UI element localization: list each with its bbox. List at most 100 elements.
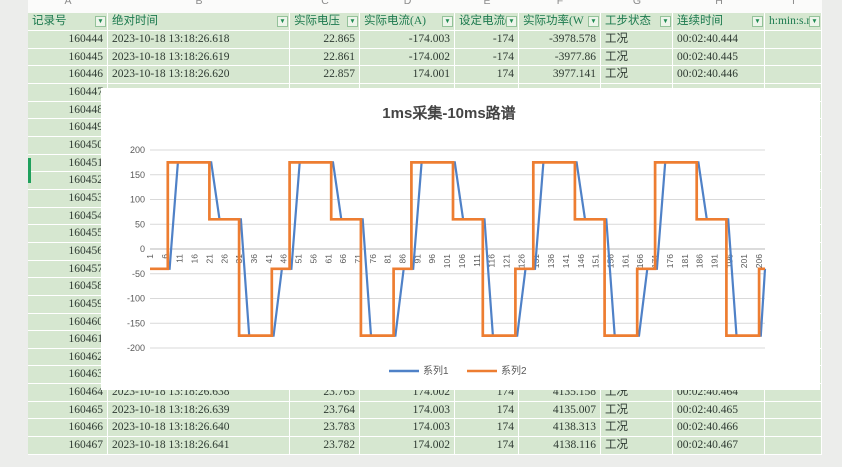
- embedded-chart[interactable]: 200 150 100 50 0 -50 -100 -150 -200 1 6 11 16 21 26 31 3…: [101, 88, 820, 390]
- column-letter-H[interactable]: H: [715, 0, 723, 7]
- cell-I[interactable]: [765, 437, 822, 454]
- cell-I[interactable]: [765, 295, 822, 313]
- cell-I[interactable]: [765, 101, 822, 119]
- column-letter-A[interactable]: A: [64, 0, 72, 7]
- cell-A[interactable]: 160447: [28, 83, 108, 101]
- cell-H[interactable]: 00:02:40.467: [673, 437, 765, 454]
- cell-B[interactable]: 2023-10-18 13:18:26.639: [108, 401, 290, 419]
- cell-I[interactable]: [765, 348, 822, 366]
- cell-F[interactable]: 4138.313: [519, 419, 601, 437]
- cell-D[interactable]: -174.003: [360, 31, 455, 48]
- column-letter-G[interactable]: G: [632, 0, 642, 7]
- filter-dropdown-icon[interactable]: ▼: [588, 16, 599, 27]
- cell-H[interactable]: 00:02:40.465: [673, 401, 765, 419]
- cell-A[interactable]: 160444: [28, 31, 108, 48]
- cell-B[interactable]: 2023-10-18 13:18:26.620: [108, 66, 290, 83]
- cell-C[interactable]: 23.764: [290, 401, 360, 419]
- cell-C[interactable]: 23.782: [290, 437, 360, 454]
- cell-D[interactable]: 174.002: [360, 437, 455, 454]
- cell-I[interactable]: [765, 154, 822, 172]
- cell-A[interactable]: 160451: [28, 154, 108, 172]
- column-header-B[interactable]: 绝对时间 ▼: [108, 13, 290, 30]
- filter-dropdown-icon[interactable]: ▼: [752, 16, 763, 27]
- cell-H[interactable]: 00:02:40.444: [673, 31, 765, 48]
- cell-E[interactable]: 174: [455, 401, 519, 419]
- cell-D[interactable]: 174.003: [360, 401, 455, 419]
- cell-A[interactable]: 160449: [28, 119, 108, 136]
- cell-A[interactable]: 160445: [28, 48, 108, 66]
- column-letter-E[interactable]: E: [483, 0, 491, 7]
- cell-A[interactable]: 160459: [28, 295, 108, 313]
- column-header-A[interactable]: 记录号 ▼: [28, 13, 108, 30]
- filter-dropdown-icon[interactable]: ▼: [442, 16, 453, 27]
- cell-A[interactable]: 160446: [28, 66, 108, 83]
- cell-E[interactable]: 174: [455, 437, 519, 454]
- column-letter-I[interactable]: I: [792, 0, 795, 7]
- cell-A[interactable]: 160463: [28, 366, 108, 384]
- filter-dropdown-icon[interactable]: ▼: [809, 16, 820, 27]
- cell-G[interactable]: 工况: [601, 437, 673, 454]
- cell-E[interactable]: -174: [455, 31, 519, 48]
- column-header-F[interactable]: 实际功率(W ▼: [519, 13, 601, 30]
- cell-A[interactable]: 160455: [28, 225, 108, 242]
- cell-G[interactable]: 工况: [601, 419, 673, 437]
- cell-A[interactable]: 160460: [28, 313, 108, 331]
- cell-F[interactable]: -3977.86: [519, 48, 601, 66]
- cell-H[interactable]: 00:02:40.466: [673, 419, 765, 437]
- column-letter-C[interactable]: C: [321, 0, 329, 7]
- column-letter-B[interactable]: B: [195, 0, 203, 7]
- cell-I[interactable]: [765, 419, 822, 437]
- cell-D[interactable]: -174.002: [360, 48, 455, 66]
- legend-item-2[interactable]: 系列2: [467, 364, 527, 377]
- cell-I[interactable]: [765, 225, 822, 242]
- cell-I[interactable]: [765, 172, 822, 189]
- cell-I[interactable]: [765, 119, 822, 136]
- cell-I[interactable]: [765, 366, 822, 384]
- cell-A[interactable]: 160466: [28, 419, 108, 437]
- column-header-I[interactable]: h:min:s.ms ▼: [765, 13, 822, 30]
- cell-B[interactable]: 2023-10-18 13:18:26.640: [108, 419, 290, 437]
- cell-F[interactable]: 4138.116: [519, 437, 601, 454]
- filter-dropdown-icon[interactable]: ▼: [660, 16, 671, 27]
- cell-E[interactable]: 174: [455, 66, 519, 83]
- cell-G[interactable]: 工况: [601, 66, 673, 83]
- cell-I[interactable]: [765, 31, 822, 48]
- cell-I[interactable]: [765, 384, 822, 401]
- cell-I[interactable]: [765, 48, 822, 66]
- cell-D[interactable]: 174.003: [360, 419, 455, 437]
- cell-C[interactable]: 22.865: [290, 31, 360, 48]
- cell-I[interactable]: [765, 401, 822, 419]
- cell-A[interactable]: 160457: [28, 260, 108, 278]
- cell-B[interactable]: 2023-10-18 13:18:26.618: [108, 31, 290, 48]
- cell-A[interactable]: 160464: [28, 384, 108, 401]
- column-header-H[interactable]: 连续时间 ▼: [673, 13, 765, 30]
- filter-dropdown-icon[interactable]: ▼: [95, 16, 106, 27]
- cell-A[interactable]: 160461: [28, 331, 108, 348]
- cell-G[interactable]: 工况: [601, 31, 673, 48]
- cell-A[interactable]: 160458: [28, 278, 108, 295]
- cell-I[interactable]: [765, 278, 822, 295]
- cell-F[interactable]: 4135.007: [519, 401, 601, 419]
- cell-I[interactable]: [765, 136, 822, 154]
- cell-H[interactable]: 00:02:40.446: [673, 66, 765, 83]
- cell-G[interactable]: 工况: [601, 401, 673, 419]
- cell-C[interactable]: 22.861: [290, 48, 360, 66]
- legend-item-1[interactable]: 系列1: [389, 364, 449, 377]
- cell-I[interactable]: [765, 189, 822, 207]
- cell-A[interactable]: 160467: [28, 437, 108, 454]
- cell-A[interactable]: 160450: [28, 136, 108, 154]
- column-letter-F[interactable]: F: [556, 0, 564, 7]
- cell-A[interactable]: 160448: [28, 101, 108, 119]
- cell-E[interactable]: -174: [455, 48, 519, 66]
- cell-I[interactable]: [765, 313, 822, 331]
- cell-A[interactable]: 160453: [28, 189, 108, 207]
- cell-I[interactable]: [765, 331, 822, 348]
- cell-C[interactable]: 22.857: [290, 66, 360, 83]
- column-header-G[interactable]: 工步状态 ▼: [601, 13, 673, 30]
- cell-A[interactable]: 160452: [28, 172, 108, 189]
- filter-dropdown-icon[interactable]: ▼: [347, 16, 358, 27]
- cell-B[interactable]: 2023-10-18 13:18:26.641: [108, 437, 290, 454]
- filter-dropdown-icon[interactable]: ▼: [506, 16, 517, 27]
- column-header-D[interactable]: 实际电流(A) ▼: [360, 13, 455, 30]
- cell-E[interactable]: 174: [455, 419, 519, 437]
